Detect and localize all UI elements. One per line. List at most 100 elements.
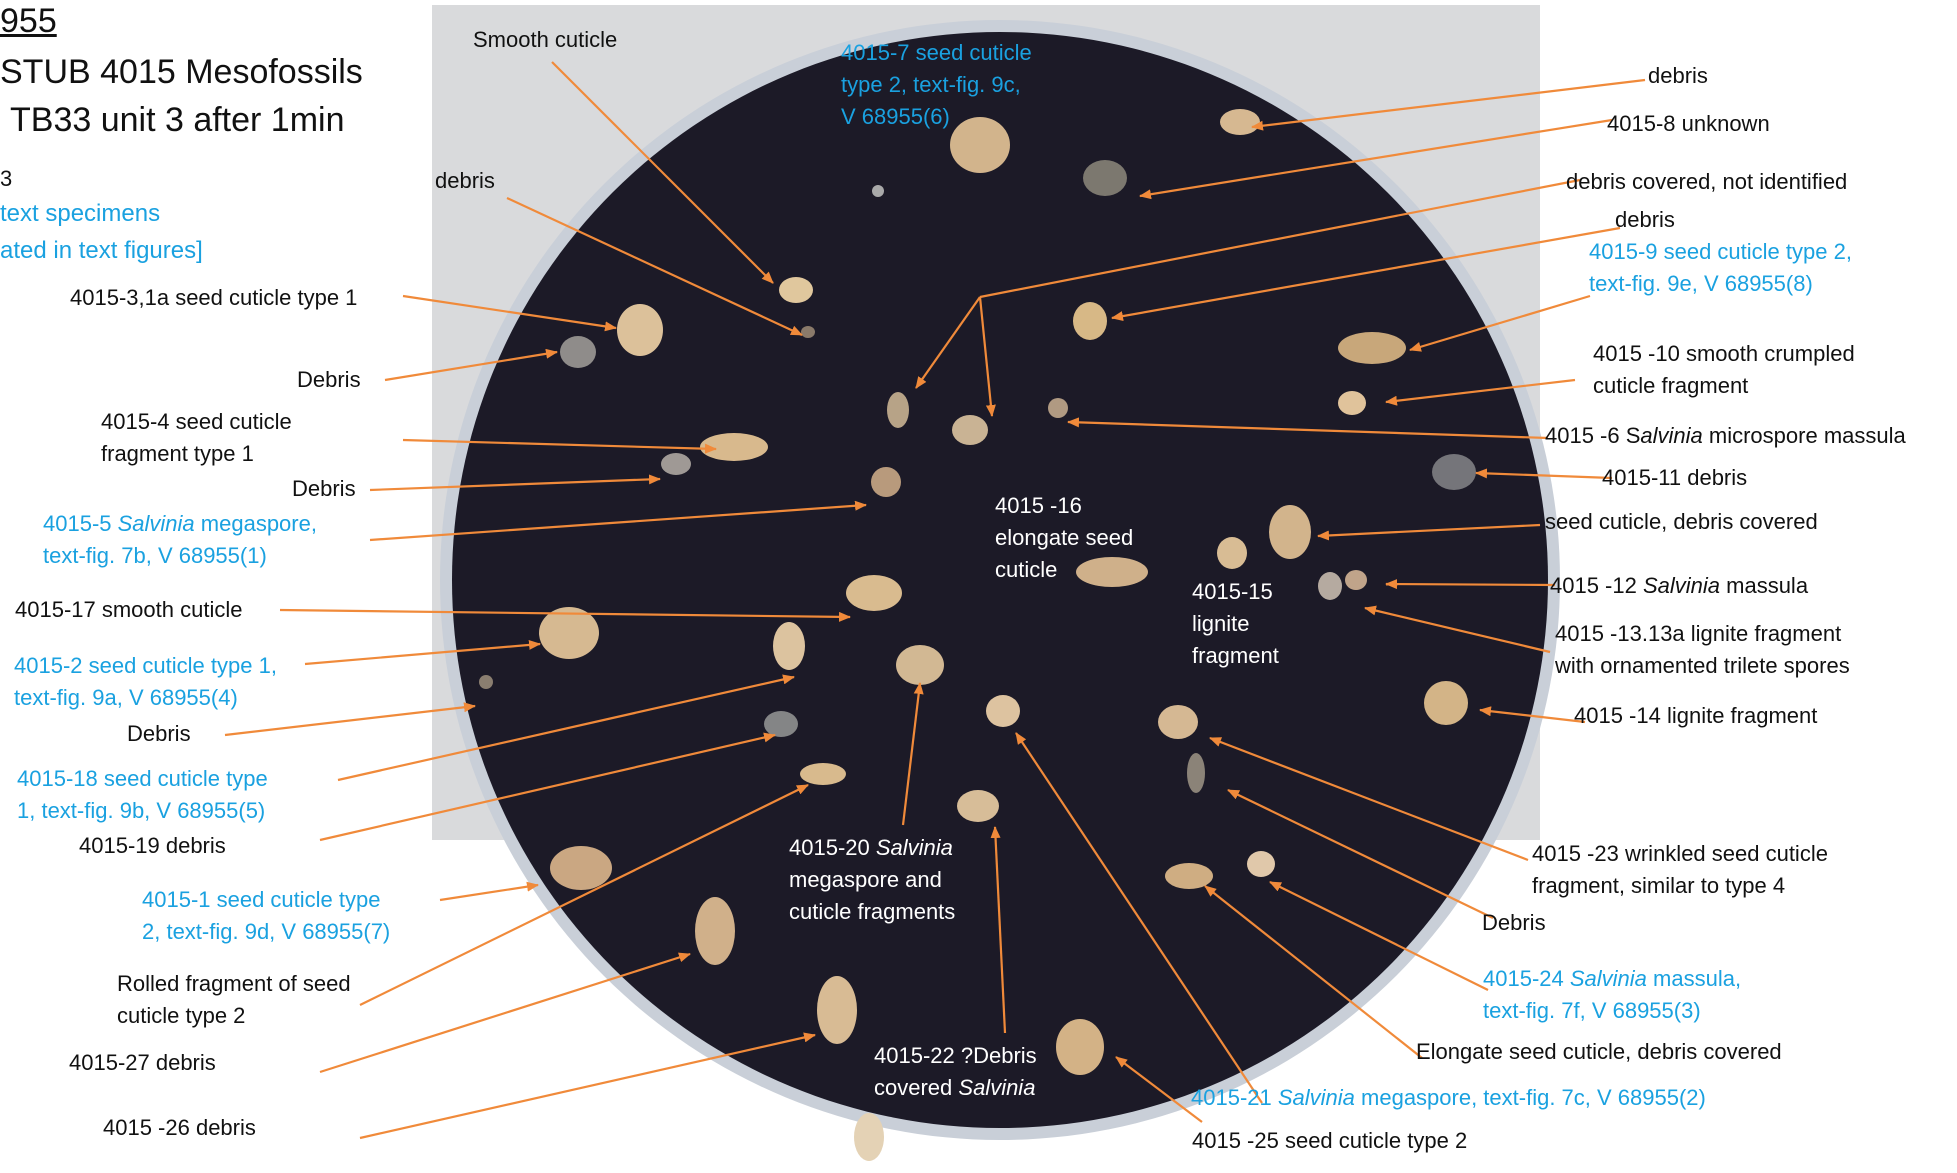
annotation-arrows [224, 61, 1646, 1140]
specimen-4015-20 [896, 645, 944, 685]
specimen-debris-small [479, 675, 493, 689]
arrow-4015-4 [402, 438, 717, 454]
arrow-4015-8 [1139, 118, 1613, 200]
arrow-4015-27 [319, 952, 691, 1074]
specimen-4015-19 [764, 711, 798, 737]
arrow-debris-top-right [1251, 78, 1646, 131]
specimen-debris-covered [1073, 302, 1107, 340]
arrow-4015-14 [1479, 706, 1586, 724]
label-seed-cuticle-debris: seed cuticle, debris covered [1545, 509, 1818, 534]
specimen-debris-right [1187, 753, 1205, 793]
header-line-1: 955 [0, 2, 57, 40]
label-4015-27: 4015-27 debris [69, 1050, 216, 1075]
label-4015-26: 4015 -26 debris [103, 1115, 256, 1140]
arrow-debris-top [506, 197, 803, 336]
specimen-4015-23 [1158, 705, 1198, 739]
arrow-4015-26 [359, 1032, 816, 1140]
specimen-debris-left [560, 336, 596, 368]
label-4015-14: 4015 -14 lignite fragment [1574, 703, 1818, 728]
specimen-4015-13 [1345, 570, 1367, 590]
arrow-4015-10 [1385, 378, 1576, 406]
arrow-4015-1 [439, 881, 539, 902]
specimen-4015-22 [957, 790, 999, 822]
label-4015-7: 4015-7 seed cuticle type 2, text-fig. 9c,… [841, 40, 1032, 129]
label-4015-1: 4015-1 seed cuticle type 2, text-fig. 9d,… [142, 887, 391, 944]
header-line-3: TB33 unit 3 after 1min [10, 101, 345, 139]
label-4015-2: 4015-2 seed cuticle type 1, text-fig. 9a,… [14, 653, 277, 710]
arrow-elongate-debris [1204, 885, 1423, 1059]
arrow-debris-covered-a [915, 296, 981, 389]
label-smooth-cuticle: Smooth cuticle [473, 27, 618, 52]
label-4015-6: 4015 -6 Salvinia microspore massula [1545, 423, 1906, 448]
specimen-4015-14 [1424, 681, 1468, 725]
specimen-rolled-fragment [800, 763, 846, 785]
specimen-debris-top [801, 326, 815, 338]
label-4015-22: 4015-22 ?Debris covered Salvinia [874, 1043, 1037, 1100]
specimen-4015-12 [1318, 572, 1342, 600]
specimen-4015-27 [695, 897, 735, 965]
specimen-seed-cuticle-debris [1269, 505, 1311, 559]
label-debris-top-right: debris [1648, 63, 1708, 88]
arrow-4015-11 [1475, 468, 1613, 480]
arrow-4015-3 [402, 294, 617, 332]
arrow-debris-left2 [369, 474, 661, 492]
specimen-4015-2 [539, 607, 599, 659]
arrow-4015-18 [337, 674, 795, 782]
label-4015-9: 4015-9 seed cuticle type 2, text-fig. 9e,… [1589, 239, 1852, 296]
specimen-4015-9 [1338, 332, 1406, 364]
header-line-6: ated in text figures] [0, 237, 203, 264]
specimen-smooth-cuticle [779, 277, 813, 303]
line-debris-covered [979, 178, 1581, 299]
specimen-4015-1 [550, 846, 612, 890]
arrow-4015-2 [304, 639, 541, 666]
specimen-debris-top-right [1220, 109, 1260, 135]
specimen-4015-25 [1056, 1019, 1104, 1075]
specimen-4015-5 [871, 467, 901, 497]
header-line-5: text specimens [0, 200, 161, 227]
label-4015-13: 4015 -13.13a lignite fragment with orname… [1555, 621, 1850, 678]
arrow-4015-17 [279, 608, 851, 622]
arrow-debris-left3 [224, 702, 476, 737]
specimen-4015-8 [1083, 160, 1127, 196]
arrow-4015-20 [901, 682, 924, 826]
specimen-4015-10 [1338, 391, 1366, 415]
specimen-4015-17 [846, 575, 902, 611]
specimen-4015-3 [617, 304, 663, 356]
header-line-2: STUB 4015 Mesofossils [0, 53, 363, 91]
label-4015-10: 4015 -10 smooth crumpled cuticle fragment [1593, 341, 1855, 398]
header-line-4: 3 [0, 166, 13, 191]
specimen-elongate-debris [1165, 863, 1213, 889]
label-4015-11: 4015-11 debris [1602, 465, 1748, 490]
specimen-4015-15 [1217, 537, 1247, 569]
arrow-4015-24 [1269, 881, 1489, 991]
label-debris-top: debris [435, 168, 495, 193]
label-debris-left2: Debris [292, 476, 356, 501]
arrow-debris-left1 [384, 348, 558, 382]
arrow-4015-19 [319, 732, 776, 842]
label-4015-24: 4015-24 Salvinia massula, text-fig. 7f, V… [1483, 966, 1742, 1023]
specimen-4015-11 [1432, 454, 1476, 490]
label-elongate-debris: Elongate seed cuticle, debris covered [1416, 1039, 1782, 1064]
specimen-4015-4 [700, 433, 768, 461]
label-debris-right3: Debris [1482, 910, 1546, 935]
arrow-smooth-cuticle [551, 61, 774, 284]
label-rolled-fragment: Rolled fragment of seed cuticle type 2 [117, 971, 351, 1028]
label-debris-right2: debris [1615, 207, 1675, 232]
label-4015-21: 4015-21 Salvinia megaspore, text-fig. 7c… [1191, 1085, 1706, 1110]
label-4015-8: 4015-8 unknown [1607, 111, 1770, 136]
label-debris-left3: Debris [127, 721, 191, 746]
arrow-rolled-fragment [359, 784, 809, 1006]
arrow-debris-right2 [1111, 226, 1621, 322]
specimen-4015-7 [950, 117, 1010, 173]
label-4015-4: 4015-4 seed cuticle fragment type 1 [101, 409, 292, 466]
label-4015-12: 4015 -12 Salvinia massula [1550, 573, 1809, 598]
arrow-4015-13 [1364, 605, 1551, 654]
specimen-4015-6 [1048, 398, 1068, 418]
arrow-seed-cuticle-debris [1317, 523, 1541, 541]
label-4015-19: 4015-19 debris [79, 833, 226, 858]
stub-disc [452, 32, 1548, 1128]
specimen-4015-16 [1076, 557, 1148, 587]
arrow-4015-21 [1015, 732, 1263, 1104]
